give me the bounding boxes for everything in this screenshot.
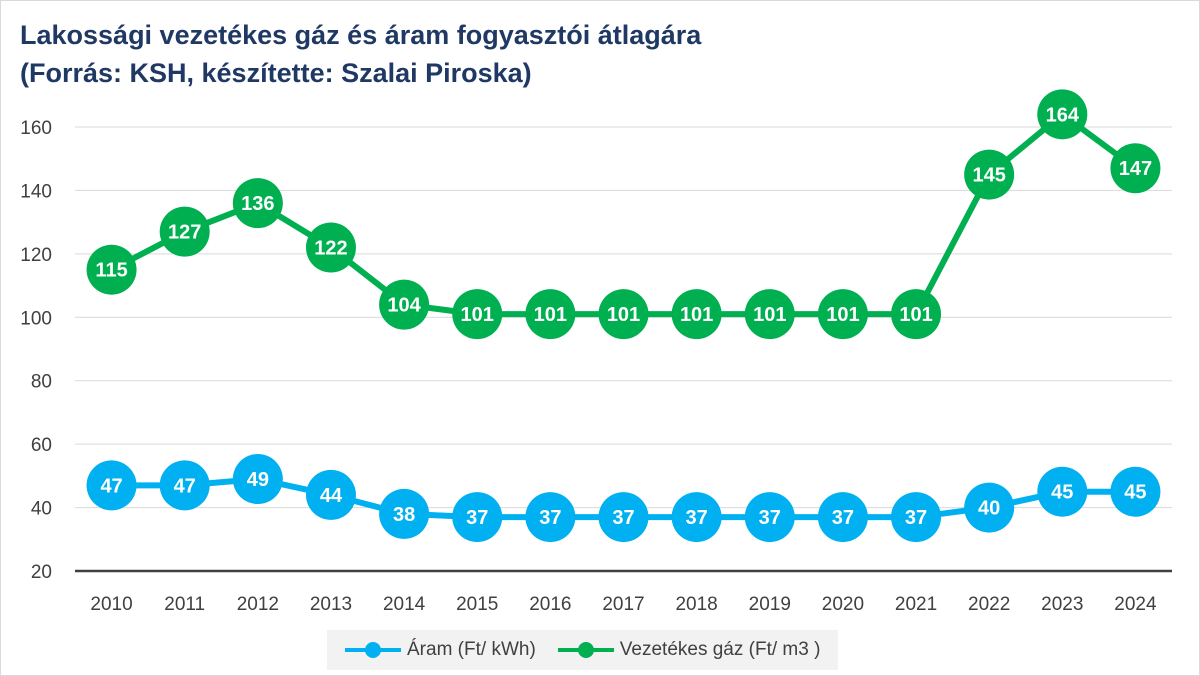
data-point — [1110, 143, 1161, 194]
legend-label-gaz: Vezetékes gáz (Ft/ m3 ) — [619, 639, 821, 660]
x-tick-label: 2014 — [383, 594, 426, 615]
x-tick-label: 2012 — [237, 594, 279, 615]
legend-item-gaz: Vezetékes gáz (Ft/ m3 ) — [557, 639, 821, 661]
x-tick-label: 2020 — [822, 594, 864, 615]
data-label: 122 — [314, 238, 347, 260]
data-point — [1037, 89, 1088, 140]
data-label: 37 — [539, 507, 561, 529]
legend-item-aram: Áram (Ft/ kWh) — [345, 639, 536, 661]
y-tick-label: 120 — [20, 245, 52, 266]
data-label: 101 — [607, 304, 640, 326]
data-point — [817, 289, 868, 340]
data-label: 101 — [899, 304, 932, 326]
y-tick-label: 40 — [31, 499, 52, 520]
y-tick-label: 80 — [31, 372, 52, 393]
legend-swatch-gaz — [557, 640, 614, 660]
data-label: 37 — [686, 507, 708, 529]
data-point — [744, 289, 795, 340]
data-point — [744, 492, 795, 543]
x-tick-label: 2023 — [1041, 594, 1083, 615]
x-tick-label: 2022 — [968, 594, 1010, 615]
data-label: 101 — [680, 304, 713, 326]
legend-swatch-aram — [345, 640, 401, 660]
data-point — [232, 454, 283, 505]
data-point — [598, 289, 649, 340]
data-label: 101 — [826, 304, 859, 326]
data-label: 37 — [905, 507, 927, 529]
data-point — [452, 492, 503, 543]
data-point — [817, 492, 868, 543]
x-tick-label: 2017 — [602, 594, 644, 615]
data-point — [671, 289, 722, 340]
y-tick-label: 100 — [20, 308, 52, 329]
data-label: 101 — [534, 304, 567, 326]
data-point — [159, 460, 210, 511]
x-tick-label: 2010 — [90, 594, 132, 615]
legend: Áram (Ft/ kWh) Vezetékes gáz (Ft/ m3 ) — [327, 630, 839, 670]
data-label: 164 — [1046, 104, 1080, 126]
data-point — [86, 244, 137, 295]
data-point — [964, 149, 1015, 200]
data-label: 115 — [95, 260, 127, 282]
data-point — [305, 469, 356, 520]
data-label: 104 — [387, 295, 421, 317]
data-point — [525, 289, 576, 340]
data-point — [891, 492, 942, 543]
data-point — [379, 488, 430, 539]
data-point — [598, 492, 649, 543]
data-label: 45 — [1051, 482, 1073, 504]
data-label: 44 — [320, 485, 343, 507]
x-tick-label: 2019 — [749, 594, 791, 615]
x-tick-label: 2013 — [310, 594, 352, 615]
data-label: 45 — [1124, 482, 1146, 504]
y-tick-label: 140 — [20, 181, 52, 202]
chart-title-line-2: (Forrás: KSH, készítette: Szalai Piroska… — [20, 58, 532, 88]
data-label: 37 — [832, 507, 854, 529]
y-tick-label: 20 — [31, 562, 52, 583]
data-label: 37 — [612, 507, 634, 529]
data-label: 37 — [466, 507, 488, 529]
y-tick-label: 160 — [20, 118, 52, 139]
data-label: 101 — [461, 304, 494, 326]
data-point — [305, 222, 356, 273]
data-label: 147 — [1119, 158, 1152, 180]
data-label: 37 — [759, 507, 781, 529]
data-label: 145 — [972, 165, 1005, 187]
data-label: 40 — [978, 498, 1000, 520]
x-tick-label: 2024 — [1114, 594, 1157, 615]
data-point — [525, 492, 576, 543]
data-point — [671, 492, 722, 543]
data-point — [379, 279, 430, 330]
x-tick-label: 2018 — [675, 594, 717, 615]
legend-label-aram: Áram (Ft/ kWh) — [407, 639, 536, 660]
data-label: 127 — [168, 222, 201, 244]
chart-title-line-1: Lakossági vezetékes gáz és áram fogyaszt… — [20, 20, 702, 50]
data-point — [1110, 466, 1161, 517]
data-label: 38 — [393, 504, 415, 526]
x-tick-label: 2016 — [529, 594, 571, 615]
data-label: 47 — [174, 475, 196, 497]
y-tick-label: 60 — [31, 435, 52, 456]
chart-title: Lakossági vezetékes gáz és áram fogyaszt… — [20, 16, 701, 92]
x-tick-label: 2021 — [895, 594, 937, 615]
x-tick-label: 2011 — [164, 594, 205, 615]
data-label: 47 — [100, 475, 122, 497]
data-point — [1037, 466, 1088, 517]
data-label: 101 — [753, 304, 786, 326]
x-tick-label: 2015 — [456, 594, 498, 615]
data-label: 136 — [241, 193, 274, 215]
data-point — [964, 482, 1015, 533]
data-point — [452, 289, 503, 340]
data-point — [86, 460, 137, 511]
data-label: 49 — [247, 469, 269, 491]
data-point — [891, 289, 942, 340]
data-point — [159, 206, 210, 257]
data-point — [232, 178, 283, 229]
